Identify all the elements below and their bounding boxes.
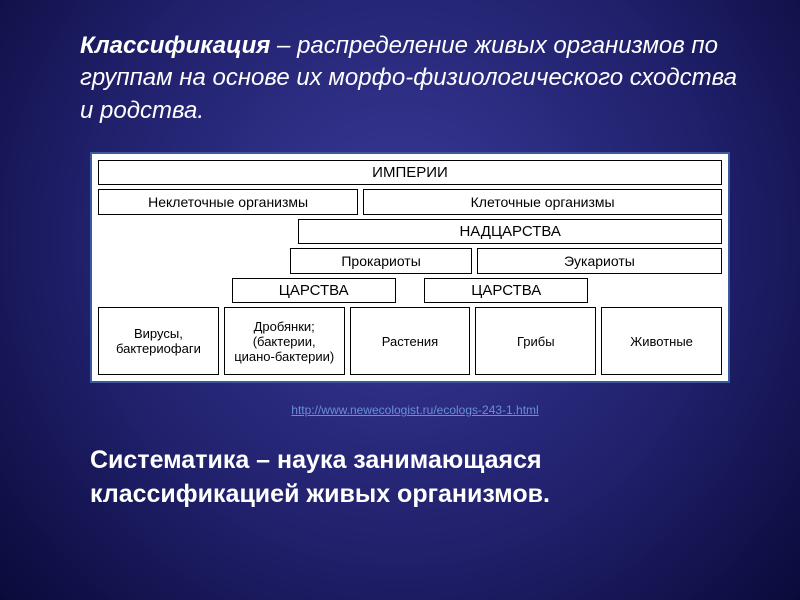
chart-row-superkingdom-header: НАДЦАРСТВА — [98, 219, 722, 244]
slide: Классификация – распределение живых орга… — [0, 0, 800, 600]
chart-row-kingdoms-header: ЦАРСТВА ЦАРСТВА — [98, 278, 722, 303]
classification-chart: ИМПЕРИИ Неклеточные организмы Клеточные … — [90, 152, 730, 383]
kingdom-animals: Животные — [601, 307, 722, 375]
spacer — [593, 278, 722, 303]
kingdoms-header-left: ЦАРСТВА — [232, 278, 396, 303]
chart-row-empires: Неклеточные организмы Клеточные организм… — [98, 189, 722, 215]
kingdom-plants: Растения — [350, 307, 471, 375]
empires-header: ИМПЕРИИ — [98, 160, 722, 185]
definition-term: Классификация — [80, 32, 270, 59]
empire-noncellular: Неклеточные организмы — [98, 189, 358, 215]
chart-row-superkingdoms: Прокариоты Эукариоты — [98, 248, 722, 274]
spacer — [98, 248, 285, 274]
superkingdom-header: НАДЦАРСТВА — [298, 219, 722, 244]
kingdom-viruses: Вирусы, бактериофаги — [98, 307, 219, 375]
chart-row-kingdoms: Вирусы, бактериофаги Дробянки; (бактерии… — [98, 307, 722, 375]
kingdom-drobyanki: Дробянки; (бактерии, циано-бактерии) — [224, 307, 345, 375]
source-link[interactable]: http://www.newecologist.ru/ecologs-243-1… — [291, 403, 538, 417]
spacer — [98, 278, 227, 303]
chart-container: ИМПЕРИИ Неклеточные организмы Клеточные … — [90, 152, 730, 383]
superkingdom-eukaryotes: Эукариоты — [477, 248, 722, 274]
definition-text: Классификация – распределение живых орга… — [80, 30, 750, 127]
link-row: http://www.newecologist.ru/ecologs-243-1… — [80, 401, 750, 419]
spacer — [401, 278, 419, 303]
chart-row-empires-header: ИМПЕРИИ — [98, 160, 722, 185]
spacer — [98, 219, 293, 244]
empire-cellular: Клеточные организмы — [363, 189, 722, 215]
kingdoms-header-right: ЦАРСТВА — [424, 278, 588, 303]
superkingdom-prokaryotes: Прокариоты — [290, 248, 471, 274]
kingdom-fungi: Грибы — [475, 307, 596, 375]
footer-definition: Систематика – наука занимающаяся классиф… — [90, 444, 750, 512]
